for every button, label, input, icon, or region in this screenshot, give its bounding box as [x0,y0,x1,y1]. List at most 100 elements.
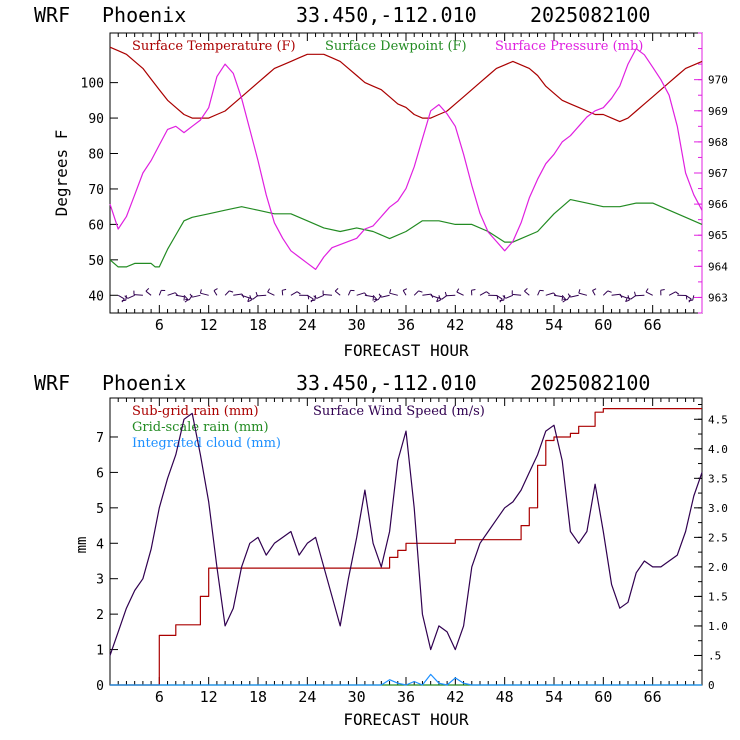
legend-pressure: Surface Pressure (mb) [495,39,643,54]
wind-barb-flag [456,288,460,293]
x-tick-label: 36 [397,316,415,334]
x-tick-label: 48 [496,688,514,706]
x-tick-label: 6 [155,688,164,706]
legend-integrated-cloud: Integrated cloud (mm) [132,436,281,451]
wind-barb [537,290,541,296]
x-tick-label: 30 [348,688,366,706]
chart2-header: WRF Phoenix 33.450,-112.010 2025082100 [34,371,650,395]
wind-barb [611,293,621,296]
y-tick-label: 7 [96,431,104,446]
wind-barb-flag [389,289,392,294]
wind-barb [503,295,506,301]
wind-barb [668,291,676,296]
chart1-y-axis-label: Degrees F [52,130,71,217]
wind-barb-flag [247,299,252,303]
wind-barb [630,294,637,300]
y-tick-label: 5 [96,502,104,517]
wind-barb-flag [486,291,490,295]
y2-tick-label: 1.0 [708,620,728,633]
wind-barb-flag [267,288,271,293]
wind-barb-flag [124,295,129,299]
x-tick-label: 30 [348,316,366,334]
wind-barb [175,294,185,298]
y2-tick-label: 963 [708,291,728,304]
chart1-run-label: 2025082100 [530,3,650,27]
wind-barb-flag [437,296,442,300]
y-tick-label: 90 [88,112,104,127]
wind-barb-flag [247,297,250,302]
wind-barb [316,294,325,299]
chart1-legend: Surface Temperature (F) Surface Dewpoint… [132,39,643,54]
series-line-surface-pressure-mb [109,48,703,270]
wind-barb-flag [213,288,218,292]
wind-barb [314,295,317,301]
legend-temperature: Surface Temperature (F) [132,39,296,54]
wind-barb [117,294,125,300]
chart2-legend: Sub-grid rain (mm) Grid-scale rain (mm) … [132,404,485,451]
chart2-location-label: Phoenix [102,371,186,395]
wind-barb [133,294,143,296]
wind-barb [257,294,267,297]
x-tick-label: 24 [298,688,316,706]
y2-tick-label: 3.0 [708,502,728,515]
wind-barb [307,294,314,300]
chart2-series [109,408,703,686]
chart1-y2-tick-labels: 963 964 965 966 967 968 969 970 [708,74,728,305]
wind-barb-flag [189,293,193,298]
wind-barb [524,290,530,296]
wind-barb [158,290,162,296]
wind-barb [233,293,243,296]
chart2-y2-tick-labels: 0 .5 1.0 1.5 2.0 2.5 3.0 3.5 4.0 4.5 [708,413,728,692]
wind-barb-flag [282,288,287,291]
x-tick-label: 54 [545,316,563,334]
wind-barb [200,292,209,296]
wind-barb [545,292,554,296]
wind-barb-flag [229,290,234,293]
wind-barb [692,295,695,301]
legend-subgrid-rain: Sub-grid rain (mm) [132,404,259,419]
chart1-model-label: WRF [34,3,70,27]
y2-tick-label: 966 [708,198,728,211]
y2-tick-label: 968 [708,136,728,149]
wind-barb [402,290,407,296]
y-tick-label: 60 [88,218,104,233]
chart1-ticks [110,32,702,314]
wind-barb [323,294,333,296]
wind-barb [364,294,374,298]
wind-barb-flag [607,290,612,293]
y2-tick-label: 3.5 [708,472,728,485]
x-tick-label: 66 [644,688,662,706]
x-tick-label: 60 [594,688,612,706]
wind-barb [125,295,127,301]
series-line-surface-dewpoint-f [109,199,703,268]
wind-barb [578,292,588,296]
wind-barb [456,291,464,296]
wind-barb [192,294,201,298]
chart1-coords-label: 33.450,-112.010 [296,3,477,27]
wind-barb-flag [660,289,665,291]
wind-barb [334,290,341,296]
wind-barb [685,294,692,300]
wind-barb-flag [334,288,339,292]
y-tick-label: 40 [88,289,104,304]
wind-barb-flag [626,296,631,300]
legend-dewpoint: Surface Dewpoint (F) [325,39,467,54]
wind-barb-flag [561,296,564,301]
wind-barb [553,294,563,298]
wind-barb-flag [372,296,374,301]
chart2-y-tick-labels: 0 1 2 3 4 5 6 7 [96,431,104,694]
x-tick-label: 66 [644,316,662,334]
x-tick-label: 6 [155,316,164,334]
series-line-surface-wind-speed-m-s [109,412,703,656]
y2-tick-label: 970 [708,74,728,87]
y2-tick-label: 1.5 [708,590,728,603]
y-tick-label: 50 [88,254,104,269]
wind-barb [505,294,514,299]
x-tick-label: 18 [249,688,267,706]
chart2-x-axis-label: FORECAST HOUR [343,710,469,729]
wind-barb [356,292,365,296]
wind-barb-flag [645,288,649,293]
wind-barb [570,294,579,298]
y2-tick-label: 967 [708,167,728,180]
